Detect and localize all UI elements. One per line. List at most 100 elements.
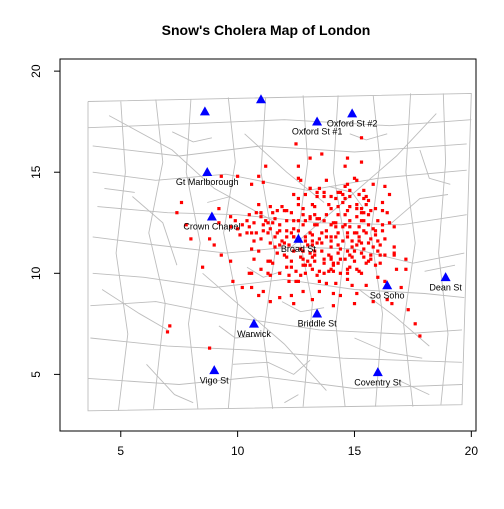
death-point bbox=[352, 249, 357, 253]
death-point bbox=[261, 180, 265, 184]
death-point bbox=[359, 211, 364, 215]
death-point bbox=[301, 223, 305, 227]
death-point bbox=[252, 239, 256, 243]
death-point bbox=[355, 267, 359, 271]
death-point bbox=[317, 186, 321, 190]
death-point bbox=[357, 235, 361, 239]
death-point bbox=[355, 178, 359, 182]
death-point bbox=[285, 229, 289, 233]
pump-label: Vigo St bbox=[200, 375, 229, 385]
death-point bbox=[306, 259, 310, 263]
death-point bbox=[331, 304, 335, 308]
death-point bbox=[373, 233, 378, 237]
death-point bbox=[303, 235, 307, 239]
death-point bbox=[362, 196, 366, 201]
death-point bbox=[322, 219, 326, 223]
death-point bbox=[287, 243, 291, 247]
death-point bbox=[399, 285, 403, 290]
death-point bbox=[376, 239, 380, 243]
death-point bbox=[257, 203, 261, 207]
street-line bbox=[87, 375, 463, 389]
death-point bbox=[362, 247, 366, 251]
death-point bbox=[292, 302, 296, 306]
death-point bbox=[348, 205, 352, 209]
death-point bbox=[359, 207, 364, 211]
death-point bbox=[348, 225, 352, 229]
street-line bbox=[104, 187, 135, 193]
death-point bbox=[331, 269, 335, 273]
death-point bbox=[317, 237, 321, 241]
death-point bbox=[264, 164, 268, 168]
death-point bbox=[336, 205, 340, 209]
death-point bbox=[301, 263, 305, 267]
street-line bbox=[332, 95, 346, 407]
street-line bbox=[108, 115, 273, 222]
death-point bbox=[250, 271, 254, 275]
death-point bbox=[259, 215, 263, 219]
death-point bbox=[331, 221, 335, 225]
death-point bbox=[271, 211, 275, 215]
death-point bbox=[299, 255, 303, 259]
death-point bbox=[308, 251, 312, 255]
death-point bbox=[184, 223, 188, 227]
death-point bbox=[266, 221, 270, 225]
death-point bbox=[301, 249, 305, 253]
pump-label: Oxford St #1 bbox=[292, 127, 343, 137]
death-point bbox=[310, 243, 314, 247]
death-point bbox=[345, 235, 350, 239]
y-axis: 5 10 15 20 bbox=[29, 64, 60, 378]
street-line bbox=[438, 93, 449, 405]
death-point bbox=[201, 265, 205, 269]
death-point bbox=[366, 241, 371, 245]
death-point bbox=[355, 231, 359, 235]
pump-marker bbox=[199, 106, 210, 116]
death-point bbox=[278, 243, 282, 247]
death-point bbox=[315, 217, 319, 221]
death-point bbox=[345, 156, 350, 160]
death-point bbox=[362, 211, 366, 215]
death-point bbox=[212, 243, 216, 247]
death-point bbox=[322, 261, 326, 265]
pump-marker bbox=[248, 318, 259, 328]
death-point bbox=[306, 243, 310, 247]
death-point bbox=[303, 271, 307, 275]
death-point bbox=[390, 302, 394, 306]
death-point bbox=[292, 192, 296, 197]
death-point bbox=[245, 219, 249, 223]
death-point bbox=[369, 257, 373, 261]
death-point bbox=[268, 259, 272, 263]
death-point bbox=[303, 192, 307, 197]
death-point bbox=[366, 213, 371, 217]
death-point bbox=[383, 279, 387, 283]
death-point bbox=[308, 186, 312, 190]
death-point bbox=[343, 223, 347, 227]
street-line bbox=[87, 92, 472, 412]
death-point bbox=[324, 178, 328, 182]
death-point bbox=[280, 205, 284, 209]
death-point bbox=[313, 205, 317, 209]
death-point bbox=[406, 308, 410, 312]
death-point bbox=[338, 271, 342, 275]
street-line bbox=[358, 289, 430, 347]
death-point bbox=[287, 273, 291, 277]
pump-marker bbox=[293, 233, 304, 243]
death-point bbox=[369, 253, 373, 257]
death-point bbox=[317, 289, 321, 294]
street-line bbox=[115, 101, 129, 411]
death-point bbox=[168, 324, 172, 328]
death-point bbox=[359, 251, 364, 255]
death-point bbox=[179, 200, 184, 205]
death-point bbox=[254, 231, 258, 235]
death-point bbox=[320, 241, 324, 245]
death-point bbox=[285, 255, 289, 259]
death-point bbox=[264, 219, 268, 223]
death-point bbox=[278, 296, 282, 300]
death-point bbox=[317, 269, 321, 273]
death-point bbox=[320, 231, 324, 235]
death-point bbox=[371, 182, 375, 186]
death-point bbox=[376, 249, 380, 253]
death-point bbox=[229, 259, 233, 263]
death-point bbox=[308, 263, 312, 267]
death-point bbox=[345, 231, 350, 235]
